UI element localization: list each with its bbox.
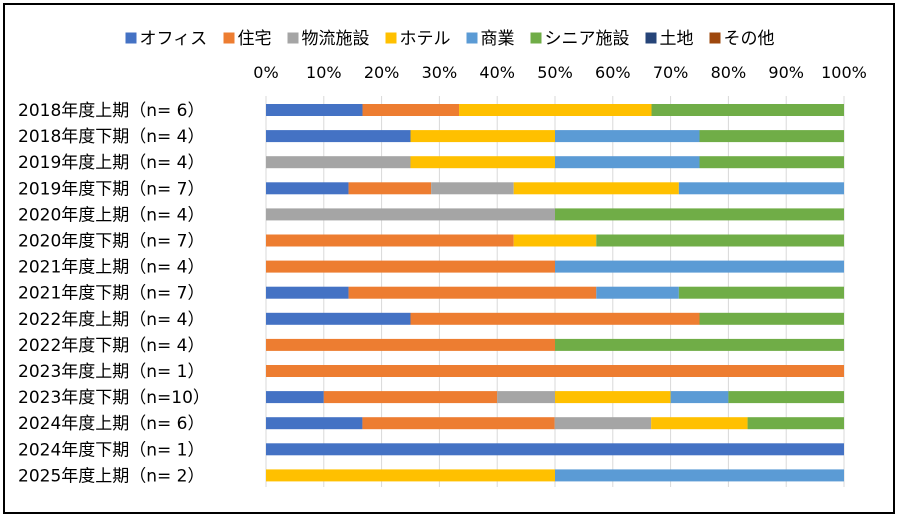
bar-segment	[266, 182, 349, 195]
x-tick-label: 0%	[253, 63, 278, 82]
legend-swatch-6	[645, 32, 657, 44]
y-category-label: 2023年度下期（n=10）	[18, 388, 210, 408]
x-tick-label: 20%	[364, 63, 400, 82]
legend-swatch-5	[530, 32, 542, 44]
y-category-label: 2018年度下期（n= 4）	[18, 127, 205, 147]
bar-segment	[497, 391, 555, 404]
legend-swatch-7	[709, 32, 721, 44]
legend-label-2: 物流施設	[302, 29, 370, 49]
bar-segment	[266, 391, 324, 404]
bar-segment	[555, 130, 700, 143]
x-tick-label: 50%	[537, 63, 573, 82]
x-tick-label: 80%	[711, 63, 747, 82]
bar-segment	[459, 104, 652, 116]
bar-segment	[596, 234, 844, 247]
bar-segment	[555, 338, 844, 351]
bar-segment	[266, 469, 555, 482]
legend-label-6: 土地	[660, 29, 694, 49]
x-axis-ticks: 0% 10% 20% 30% 40% 50% 60% 70% 80% 90% 100%	[253, 63, 867, 82]
legend-label-5: シニア施設	[545, 29, 630, 49]
y-category-label: 2020年度上期（n= 4）	[18, 205, 205, 225]
bar-segment	[678, 182, 844, 195]
bar-segment	[410, 130, 555, 143]
bar-segment	[699, 312, 844, 325]
bar-segment	[266, 338, 555, 351]
bar-segment	[699, 156, 844, 169]
legend-swatch-4	[466, 32, 478, 44]
bar-segment	[266, 443, 844, 456]
bar-segment	[362, 104, 460, 116]
x-tick-label: 30%	[422, 63, 458, 82]
bar-segment	[410, 156, 555, 169]
legend-label-7: その他	[724, 29, 775, 49]
bar-segment	[266, 156, 411, 169]
bar-segment	[266, 260, 555, 273]
y-axis-labels: 2018年度上期（n= 6） 2018年度下期（n= 4） 2019年度上期（n= …	[18, 101, 210, 486]
y-category-label: 2018年度上期（n= 6）	[18, 101, 205, 121]
bar-segment	[651, 417, 748, 430]
bar-segment	[747, 417, 844, 430]
y-category-label: 2021年度下期（n= 7）	[18, 284, 205, 304]
bar-segment	[348, 286, 597, 299]
bar-segment	[555, 260, 844, 273]
y-category-label: 2019年度下期（n= 7）	[18, 179, 205, 199]
bar-segment	[266, 130, 411, 143]
x-tick-label: 100%	[821, 63, 867, 82]
bar-segment	[266, 104, 363, 116]
bar-segment	[651, 104, 844, 116]
bars	[266, 104, 844, 482]
x-tick-label: 40%	[479, 63, 515, 82]
bar-segment	[266, 365, 844, 377]
x-tick-label: 70%	[653, 63, 689, 82]
bar-segment	[431, 182, 514, 195]
bar-segment	[266, 208, 555, 221]
bar-segment	[555, 208, 844, 221]
x-tick-label: 60%	[595, 63, 631, 82]
y-category-label: 2022年度上期（n= 4）	[18, 310, 205, 330]
legend-label-1: 住宅	[238, 29, 272, 49]
legend-label-4: 商業	[481, 29, 515, 49]
y-category-label: 2023年度上期（n= 1）	[18, 362, 205, 382]
y-category-label: 2019年度上期（n= 4）	[18, 153, 205, 173]
bar-segment	[323, 391, 498, 404]
legend-label-0: オフィス	[140, 29, 208, 49]
bar-segment	[362, 417, 555, 430]
legend-swatch-3	[385, 32, 397, 44]
legend-label-3: ホテル	[400, 29, 451, 49]
legend: オフィス 住宅 物流施設 ホテル 商業 シニア施設 土地 その他	[125, 29, 775, 49]
bar-segment	[513, 234, 597, 247]
y-category-label: 2024年度上期（n= 6）	[18, 414, 205, 434]
bar-segment	[266, 234, 514, 247]
bar-segment	[678, 286, 844, 299]
x-tick-label: 10%	[306, 63, 342, 82]
y-category-label: 2024年度下期（n= 1）	[18, 440, 205, 460]
bar-segment	[555, 391, 671, 404]
bar-segment	[699, 130, 844, 143]
y-category-label: 2025年度上期（n= 2）	[18, 466, 205, 486]
bar-segment	[266, 312, 411, 325]
bar-segment	[554, 417, 652, 430]
bar-segment	[728, 391, 844, 404]
y-category-label: 2021年度上期（n= 4）	[18, 258, 205, 278]
bar-segment	[266, 417, 363, 430]
bar-segment	[596, 286, 679, 299]
bar-segment	[348, 182, 432, 195]
bar-segment	[410, 312, 700, 325]
x-tick-label: 90%	[768, 63, 804, 82]
y-category-label: 2022年度下期（n= 4）	[18, 336, 205, 356]
bar-segment	[555, 469, 844, 482]
legend-swatch-2	[287, 32, 299, 44]
y-category-label: 2020年度下期（n= 7）	[18, 232, 205, 252]
bar-segment	[266, 286, 349, 299]
bar-segment	[555, 156, 700, 169]
bar-segment	[513, 182, 679, 195]
bar-segment	[670, 391, 729, 404]
legend-swatch-0	[125, 32, 137, 44]
legend-swatch-1	[223, 32, 235, 44]
